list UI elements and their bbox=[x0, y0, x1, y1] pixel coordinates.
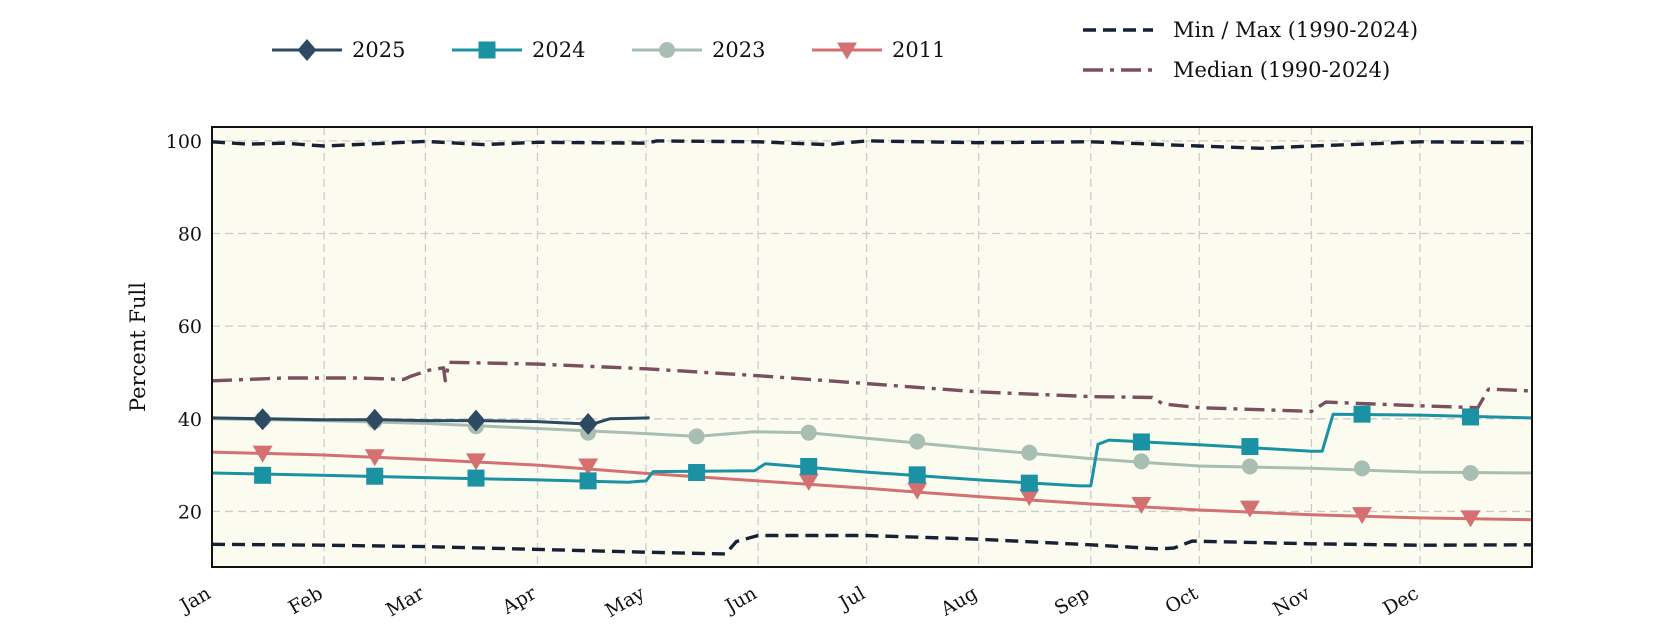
marker-2024 bbox=[1132, 433, 1150, 451]
marker-2023 bbox=[1133, 453, 1150, 470]
series-line-2024 bbox=[211, 412, 1533, 488]
marker-2011 bbox=[1019, 489, 1040, 507]
marker-2023 bbox=[1462, 464, 1479, 481]
marker-2011 bbox=[1352, 507, 1373, 525]
y-axis-label: Percent Full bbox=[126, 282, 150, 412]
legend-label: 2025 bbox=[352, 38, 405, 62]
marker-2024 bbox=[1020, 474, 1038, 492]
series-line-median-1990-2024- bbox=[211, 360, 1533, 414]
legend-marker bbox=[297, 39, 317, 61]
marker-2024 bbox=[1462, 408, 1480, 426]
plot-area bbox=[212, 127, 1532, 567]
marker-2023 bbox=[909, 433, 926, 450]
marker-2011 bbox=[1460, 510, 1481, 528]
marker-2023 bbox=[1241, 458, 1258, 475]
marker-2011 bbox=[1239, 500, 1260, 518]
y-tick-label: 80 bbox=[178, 224, 202, 246]
series-line-2011 bbox=[211, 450, 1533, 522]
marker-2025 bbox=[365, 408, 385, 431]
marker-2025 bbox=[466, 409, 486, 432]
marker-2023 bbox=[688, 428, 705, 445]
marker-2024 bbox=[688, 464, 706, 482]
series-markers bbox=[252, 405, 1481, 528]
marker-2024 bbox=[1353, 405, 1371, 423]
marker-2024 bbox=[908, 466, 926, 484]
legend-marker bbox=[837, 42, 857, 60]
marker-2023 bbox=[1354, 460, 1371, 477]
marker-2024 bbox=[1241, 438, 1259, 456]
marker-2024 bbox=[467, 469, 485, 487]
marker-2023 bbox=[1021, 444, 1038, 461]
legend-label: Median (1990-2024) bbox=[1173, 58, 1390, 82]
marker-2011 bbox=[466, 453, 486, 471]
gridlines bbox=[212, 127, 1532, 567]
y-tick-label: 60 bbox=[178, 316, 202, 338]
legend-marker bbox=[659, 42, 675, 58]
marker-2011 bbox=[578, 458, 599, 476]
legend-marker bbox=[478, 41, 496, 59]
marker-2023 bbox=[800, 424, 817, 441]
legend-label: Min / Max (1990-2024) bbox=[1173, 18, 1418, 42]
y-tick-label: 100 bbox=[166, 131, 202, 153]
legend-label: 2024 bbox=[532, 38, 585, 62]
marker-2011 bbox=[252, 445, 273, 463]
marker-2024 bbox=[800, 457, 818, 475]
series-line-min-max-1990-2024- bbox=[211, 533, 1533, 556]
marker-2024 bbox=[366, 467, 384, 485]
legend: 2025 2024 2023 2011 Min / Max (1990-2024) Med… bbox=[272, 18, 1418, 82]
y-tick-label: 40 bbox=[178, 409, 202, 431]
marker-2025 bbox=[253, 408, 273, 431]
plot-frame bbox=[211, 126, 1533, 568]
marker-2011 bbox=[798, 473, 819, 491]
legend-label: 2011 bbox=[892, 38, 945, 62]
marker-2024 bbox=[254, 466, 272, 484]
y-tick-label: 20 bbox=[178, 501, 202, 523]
marker-2011 bbox=[907, 482, 928, 500]
marker-2024 bbox=[579, 472, 597, 490]
legend-label: 2023 bbox=[712, 38, 765, 62]
marker-2011 bbox=[1131, 496, 1152, 514]
y-axis-ticks: 20 40 60 80 100 bbox=[166, 131, 202, 524]
marker-2011 bbox=[364, 449, 385, 467]
marker-2025 bbox=[578, 412, 598, 435]
